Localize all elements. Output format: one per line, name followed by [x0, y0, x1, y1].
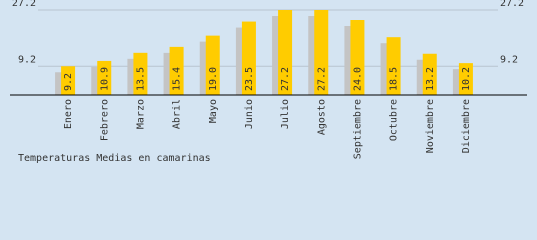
value-label: 27.2: [316, 67, 327, 91]
bar: [278, 10, 293, 95]
bar-shadow: [55, 72, 68, 95]
bar: [61, 66, 76, 95]
y-tick-label-right: 9.2: [500, 54, 518, 65]
bar: [97, 60, 112, 95]
x-tick-label: Febrero: [99, 99, 110, 141]
value-label: 19.0: [208, 67, 219, 91]
x-tick-label: Julio: [280, 99, 291, 129]
bar: [169, 46, 184, 95]
x-tick-label: Octubre: [389, 99, 400, 141]
value-label: 23.5: [244, 67, 255, 91]
bar: [314, 10, 329, 95]
value-label: 24.0: [352, 67, 363, 91]
value-label: 10.2: [461, 67, 472, 91]
x-tick-label: Diciembre: [461, 99, 472, 153]
bar: [386, 37, 401, 95]
x-tick-label: Mayo: [208, 99, 219, 123]
chart: Temperaturas Medias en camarinas 9.2 9.2 2…: [10, 0, 527, 164]
y-tick-label: 9.2: [18, 54, 36, 65]
y-tick-label: 27.2: [12, 0, 36, 9]
x-tick-label: Agosto: [316, 99, 327, 135]
value-label: 15.4: [172, 67, 183, 91]
y-tick-label-right: 27.2: [500, 0, 524, 9]
page: {"chart_data": {"type": "bar", "title": …: [10, 0, 527, 164]
value-label: 13.5: [135, 67, 146, 91]
bar: [205, 35, 220, 95]
chart-title: Temperaturas Medias en camarinas: [18, 153, 211, 164]
bar: [241, 21, 256, 95]
bar-shadow: [127, 58, 140, 95]
x-tick-label: Enero: [63, 99, 74, 129]
bar: [458, 63, 473, 95]
value-label: 9.2: [63, 73, 74, 91]
value-label: 13.2: [425, 67, 436, 91]
x-tick-label: Abril: [172, 99, 183, 129]
bar: [133, 52, 148, 95]
value-label: 10.9: [99, 67, 110, 91]
value-label: 18.5: [389, 67, 400, 91]
x-tick-label: Marzo: [135, 99, 146, 129]
x-tick-label: Noviembre: [425, 99, 436, 153]
value-label: 27.2: [280, 67, 291, 91]
x-tick-label: Septiembre: [352, 99, 363, 159]
bar: [350, 20, 365, 95]
x-tick-label: Junio: [244, 99, 255, 129]
bar: [422, 53, 437, 95]
